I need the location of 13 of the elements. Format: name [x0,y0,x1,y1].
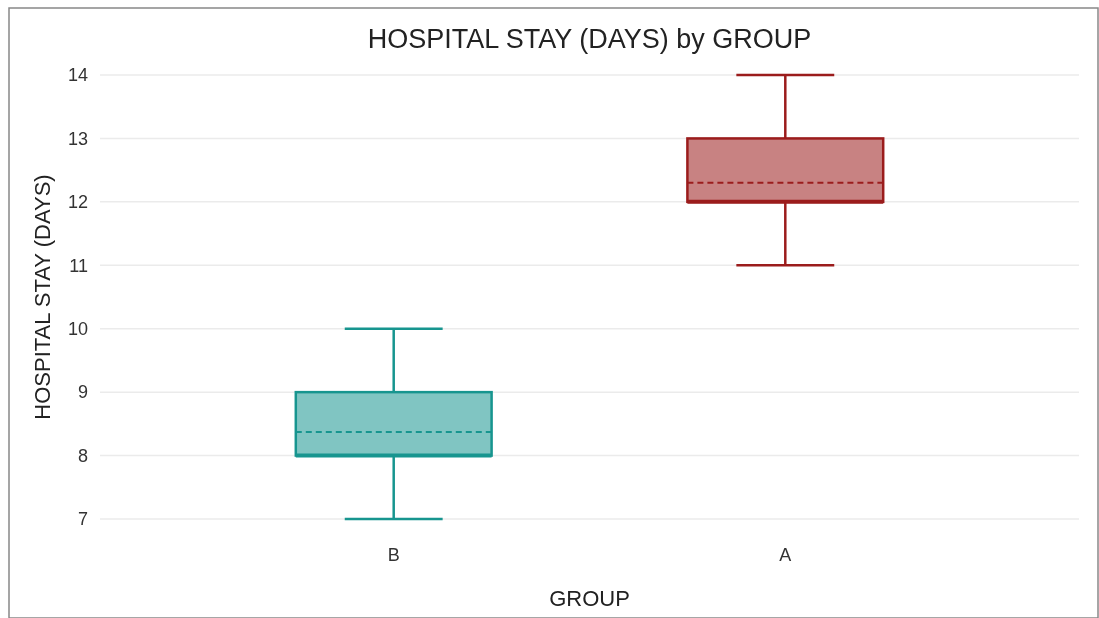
x-tick-label: A [779,545,792,565]
y-tick-label: 12 [67,192,88,213]
y-tick-label: 13 [67,128,88,149]
y-tick-label: 11 [69,255,88,276]
y-tick-label: 7 [77,509,88,530]
y-tick-label: 9 [77,382,88,403]
x-tick-label: B [387,545,400,565]
y-tick-label: 8 [77,445,88,466]
y-tick-label: 10 [67,319,88,340]
y-axis-title: HOSPITAL STAY (DAYS) [30,174,55,420]
x-axis-title: GROUP [549,586,630,611]
y-tick-label: 14 [67,65,88,86]
chart-title: HOSPITAL STAY (DAYS) by GROUP [367,24,812,54]
